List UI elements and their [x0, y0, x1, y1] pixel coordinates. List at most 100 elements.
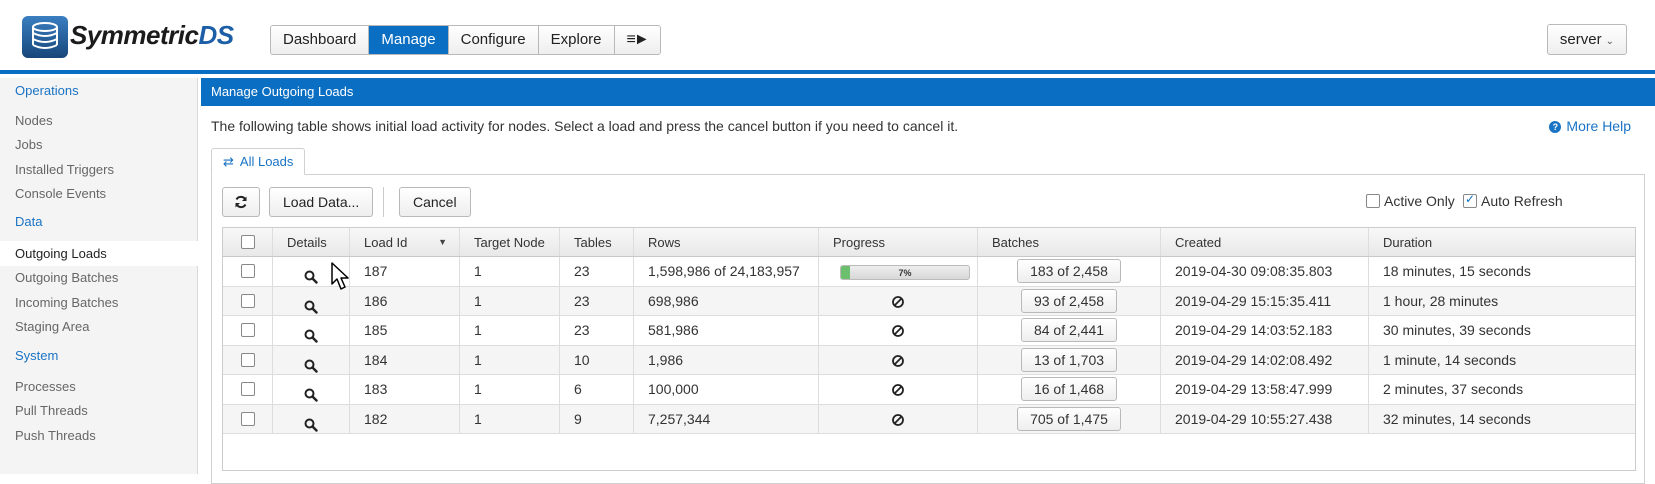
sidebar-item-outgoing-batches[interactable]: Outgoing Batches — [15, 270, 119, 285]
batches-button[interactable]: 13 of 1,703 — [1020, 347, 1118, 372]
row-checkbox[interactable] — [240, 411, 255, 426]
search-icon[interactable] — [304, 324, 318, 343]
duration-cell: 30 minutes, 39 seconds — [1383, 322, 1531, 338]
created-cell: 2019-04-29 15:15:35.411 — [1161, 286, 1369, 315]
batches-button[interactable]: 705 of 1,475 — [1017, 406, 1121, 431]
nav-configure[interactable]: Configure — [448, 26, 539, 54]
sidebar-section-operations: Operations — [15, 83, 79, 98]
column-header-load-id-label: Load Id — [364, 235, 408, 250]
auto-refresh-label: Auto Refresh — [1481, 193, 1563, 209]
active-only-checkbox[interactable] — [1366, 194, 1380, 208]
column-header-tables[interactable]: Tables — [560, 228, 634, 256]
chevron-down-icon: ⌄ — [1605, 36, 1614, 47]
table-row[interactable]: 182 1 9 7,257,344 705 of 1,475 2019-04-29 10:… — [223, 404, 1635, 434]
cancel-button[interactable]: Cancel — [399, 187, 471, 217]
column-header-target-node[interactable]: Target Node — [460, 228, 560, 256]
search-icon[interactable] — [304, 295, 318, 314]
batches-button[interactable]: 84 of 2,441 — [1020, 318, 1118, 342]
created-cell: 2019-04-29 14:02:08.492 — [1161, 345, 1369, 374]
details-cell — [273, 257, 350, 286]
table-row[interactable]: 183 1 6 100,000 16 of 1,468 2019-04-29 13:58:… — [223, 375, 1635, 405]
symmetricds-logo[interactable]: SymmetricDS — [22, 16, 254, 60]
batches-cell: 13 of 1,703 — [978, 345, 1161, 374]
not-available-icon — [891, 322, 905, 338]
not-available-icon — [891, 411, 905, 427]
row-select-cell — [223, 316, 273, 345]
rows-cell: 581,986 — [634, 316, 819, 345]
sidebar-item-processes[interactable]: Processes — [15, 379, 76, 394]
batches-button[interactable]: 183 of 2,458 — [1017, 259, 1121, 283]
sidebar-item-push-threads[interactable]: Push Threads — [15, 428, 96, 443]
sidebar-item-pull-threads[interactable]: Pull Threads — [15, 403, 88, 418]
column-header-duration[interactable]: Duration — [1383, 235, 1433, 250]
search-icon[interactable] — [304, 265, 318, 284]
created-cell: 2019-04-29 10:55:27.438 — [1161, 404, 1369, 433]
select-all-checkbox[interactable] — [240, 235, 255, 249]
column-header-progress[interactable]: Progress — [819, 228, 978, 256]
search-icon[interactable] — [304, 383, 318, 402]
details-cell — [273, 286, 350, 315]
nav-dashboard[interactable]: Dashboard — [271, 26, 370, 54]
row-select-cell — [223, 345, 273, 374]
details-cell — [273, 375, 350, 404]
row-checkbox[interactable] — [240, 382, 255, 396]
progress-cell — [819, 404, 978, 433]
row-checkbox[interactable] — [240, 264, 255, 278]
more-help-link[interactable]: ? More Help — [1549, 118, 1631, 134]
row-checkbox[interactable] — [240, 323, 255, 337]
rows-cell: 1,986 — [634, 345, 819, 374]
active-only-option[interactable]: Active Only — [1366, 193, 1455, 209]
rows-cell: 100,000 — [634, 375, 819, 404]
search-icon[interactable] — [304, 354, 318, 373]
sidebar-item-nodes[interactable]: Nodes — [15, 113, 53, 128]
load-data-button[interactable]: Load Data... — [269, 187, 374, 217]
sidebar-item-installed-triggers[interactable]: Installed Triggers — [15, 162, 114, 177]
load-id-cell: 184 — [350, 345, 460, 374]
batches-button[interactable]: 16 of 1,468 — [1020, 377, 1118, 401]
table-row[interactable]: 186 1 23 698,986 93 of 2,458 2019-04-29 15:15… — [223, 286, 1635, 316]
toolbar-divider — [383, 187, 384, 217]
nav-manage[interactable]: Manage — [369, 26, 449, 54]
loads-panel: Load Data... Cancel Active Only Auto Ref… — [211, 174, 1645, 484]
table-row[interactable]: 187 1 23 1,598,986 of 24,183,957 7% 183 of 2,… — [223, 257, 1635, 287]
auto-refresh-option[interactable]: Auto Refresh — [1463, 192, 1563, 209]
target-node-cell: 1 — [460, 404, 560, 433]
batches-cell: 84 of 2,441 — [978, 316, 1161, 345]
more-help-label: More Help — [1566, 118, 1631, 134]
table-row[interactable]: 185 1 23 581,986 84 of 2,441 2019-04-29 14:03… — [223, 316, 1635, 346]
load-id-cell: 182 — [350, 404, 460, 433]
tab-all-loads[interactable]: ⇄ All Loads — [211, 148, 306, 175]
tab-all-loads-label: All Loads — [239, 154, 294, 169]
sidebar-item-jobs[interactable]: Jobs — [15, 137, 43, 152]
not-available-icon — [891, 293, 905, 309]
row-checkbox[interactable] — [240, 352, 255, 367]
batches-button[interactable]: 93 of 2,458 — [1020, 288, 1118, 313]
nav-explore[interactable]: Explore — [538, 26, 615, 54]
column-header-load-id[interactable]: Load Id ▼ — [350, 228, 460, 256]
batches-cell: 705 of 1,475 — [978, 404, 1161, 433]
created-cell: 2019-04-29 13:58:47.999 — [1161, 375, 1369, 404]
tables-cell: 23 — [560, 316, 634, 345]
sidebar-item-incoming-batches[interactable]: Incoming Batches — [15, 295, 119, 310]
column-header-details[interactable]: Details — [273, 228, 350, 256]
table-row[interactable]: 184 1 10 1,986 13 of 1,703 2019-04-29 14:02:0… — [223, 345, 1635, 375]
column-header-batches[interactable]: Batches — [978, 228, 1161, 256]
progress-cell: 7% — [819, 257, 978, 286]
search-icon[interactable] — [304, 413, 318, 432]
server-dropdown[interactable]: server ⌄ — [1546, 24, 1627, 55]
sidebar-item-console-events[interactable]: Console Events — [15, 186, 107, 201]
column-header-created[interactable]: Created — [1161, 228, 1369, 256]
auto-refresh-checkbox[interactable] — [1463, 192, 1477, 208]
sidebar-item-staging-area[interactable]: Staging Area — [15, 319, 90, 334]
progress-cell — [819, 316, 978, 345]
nav-menu-button[interactable]: ≡► — [614, 26, 660, 54]
server-label: server — [1559, 31, 1602, 48]
load-id-cell: 185 — [350, 316, 460, 345]
column-header-rows[interactable]: Rows — [634, 228, 819, 256]
sidebar-item-outgoing-loads[interactable]: Outgoing Loads — [0, 241, 198, 266]
row-checkbox[interactable] — [240, 293, 255, 308]
details-cell — [273, 345, 350, 374]
refresh-button[interactable] — [222, 187, 260, 217]
main-content: Manage Outgoing Loads The following tabl… — [201, 78, 1655, 484]
progress-fill — [841, 266, 850, 279]
